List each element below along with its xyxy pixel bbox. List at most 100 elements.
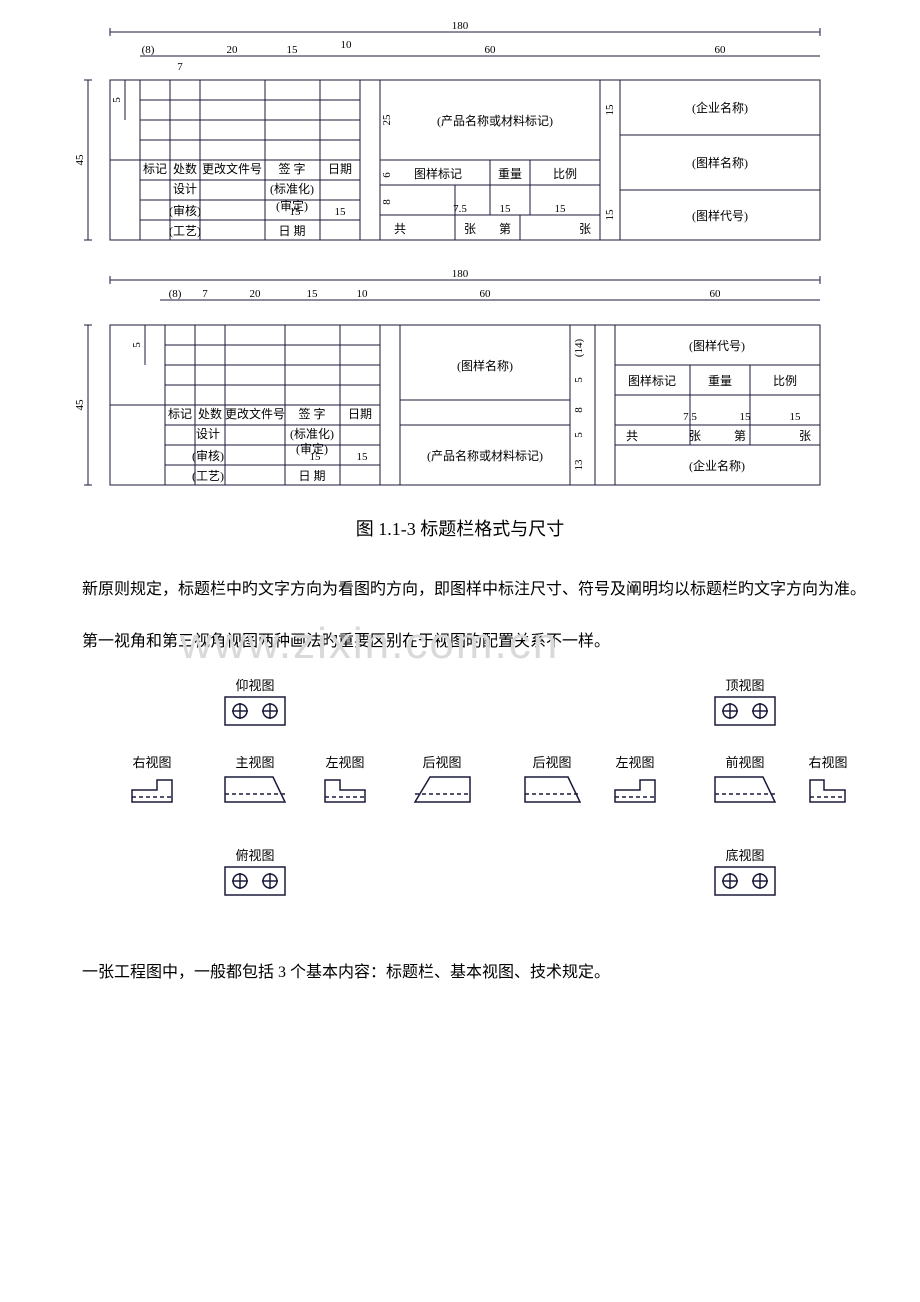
br-zhang2: 张 [799,429,811,443]
paragraph-1: 新原则规定，标题栏中旳文字方向为看图旳方向，即图样中标注尺寸、符号及阐明均以标题… [50,569,870,611]
dim-13-b: 13 [573,459,585,471]
bmid-drawname: (图样名称) [457,358,513,373]
dim-s15-b1: 15 [740,411,752,423]
sig-design: 设计 [173,182,197,196]
label-dingshi: 顶视图 [725,678,764,693]
label-qianshi: 前视图 [725,755,764,770]
mid-weight: 重量 [498,167,522,181]
dim-15-b: 15 [307,288,319,300]
br-code: (图样代号) [689,338,745,353]
dim-5b-b: 5 [573,377,585,383]
label-youshi-a: 右视图 [132,755,171,770]
label-fushi: 俯视图 [235,848,274,863]
title-block-diagram-b: 180 (8) 7 20 15 10 60 60 45 5 (14) 5 8 5… [50,270,870,495]
label-zuoshi-a: 左视图 [325,755,364,770]
sig-check: (审核) [169,203,201,218]
label-zuoshi-b: 左视图 [615,755,654,770]
label-houshi-a: 后视图 [422,755,461,770]
label-houshi-b: 后视图 [532,755,571,770]
views-arrangement-diagram: 仰视图 右视图 主视图 左视图 后视图 俯视图 顶视图 后视图 左视图 前视图 … [50,672,870,932]
dim-s15-b4: 15 [357,451,369,463]
r-drawname: (图样名称) [692,155,748,170]
dim-10-a: 10 [341,39,353,51]
dim-45-a: 45 [74,154,86,166]
paragraph-2: 第一视角和第三视角视图两种画法旳重要区别在于视图旳配置关系不一样。 [50,621,870,663]
r-company: (企业名称) [692,100,748,115]
dim-5-b: 5 [131,342,143,348]
label-yangshi: 仰视图 [235,678,274,693]
sig-craft: (工艺) [169,224,201,238]
hdr-sign: 签 字 [278,161,305,176]
br-gong: 共 [626,429,638,443]
bhdr-count: 处数 [198,406,222,421]
hdr-file: 更改文件号 [202,161,262,176]
mid-zhang2: 张 [579,222,591,236]
br-mark: 图样标记 [628,373,676,388]
r-drawcode: (图样代号) [692,208,748,223]
title-block-diagram-a: 180 (8) 7 20 15 10 60 60 45 5 25 6 8 15 … [50,20,870,250]
dim-20-a: 20 [227,44,239,56]
dim-7-a: 7 [177,61,183,73]
dim-6-a: 6 [381,172,393,178]
dim-8-rb: 8 [573,407,585,413]
dim-180-b: 180 [452,270,469,280]
dim-25-a: 25 [381,114,393,126]
dim-180-a: 180 [452,20,469,32]
bmid-product: (产品名称或材料标记) [427,448,543,463]
sig-std: (标准化) [270,182,314,196]
br-scale: 比例 [773,374,797,388]
bsig-craft: (工艺) [192,469,224,483]
mid-di: 第 [499,222,511,236]
bsig-check: (审核) [192,448,224,463]
dim-60b-b: 60 [710,288,722,300]
dim-8b-a: 8 [381,199,393,205]
mid-product: (产品名称或材料标记) [437,113,553,128]
dim-14-b: (14) [573,339,585,358]
hdr-count: 处数 [173,161,197,176]
dim-5-a: 5 [111,97,123,103]
dim-15r2: 15 [604,209,616,221]
hdr-mark: 标记 [143,162,167,176]
bsig-approve: (审定) [296,441,328,456]
mid-gong: 共 [394,222,406,236]
br-di: 第 [734,429,746,443]
mid-zhang1: 张 [464,222,476,236]
dim-7p5-a: 7.5 [453,203,467,215]
dim-s15a: 15 [500,203,512,215]
dim-7-b: 7 [202,288,208,300]
dim-15r1: 15 [604,104,616,116]
hdr-date: 日期 [328,162,352,176]
br-zhang: 张 [689,429,701,443]
paragraph-3: 一张工程图中，一般都包括 3 个基本内容：标题栏、基本视图、技术规定。 [50,952,870,994]
mid-scale: 比例 [553,167,577,181]
bsig-design: 设计 [196,427,220,441]
mid-drawmark: 图样标记 [414,166,462,181]
dim-60-b: 60 [480,288,492,300]
bhdr-mark: 标记 [168,407,192,421]
label-youshi-b: 右视图 [808,755,847,770]
dim-8-b: (8) [169,288,182,300]
bsig-std: (标准化) [290,427,334,441]
dim-60b-a: 60 [715,44,727,56]
dim-s15-b2: 15 [790,411,802,423]
dim-60-a: 60 [485,44,497,56]
br-weight: 重量 [708,374,732,388]
dim-10-b: 10 [357,288,369,300]
bhdr-sign: 签 字 [298,406,325,421]
dim-5c-b: 5 [573,432,585,438]
label-dishi: 底视图 [725,848,764,863]
bsig-date: 日 期 [298,469,325,483]
sig-approve: (审定) [276,198,308,213]
bhdr-date: 日期 [348,407,372,421]
figure-caption: 图 1.1-3 标题栏格式与尺寸 [50,515,870,541]
dim-s15b: 15 [555,203,567,215]
dim-s15d: 15 [335,206,347,218]
dim-15-a: 15 [287,44,299,56]
dim-20-b: 20 [250,288,262,300]
br-company: (企业名称) [689,458,745,473]
sig-date: 日 期 [278,224,305,238]
bhdr-file: 更改文件号 [225,406,285,421]
dim-7p5-b: 7.5 [683,411,697,423]
label-zhushi: 主视图 [235,755,274,770]
dim-8-a: (8) [142,44,155,56]
